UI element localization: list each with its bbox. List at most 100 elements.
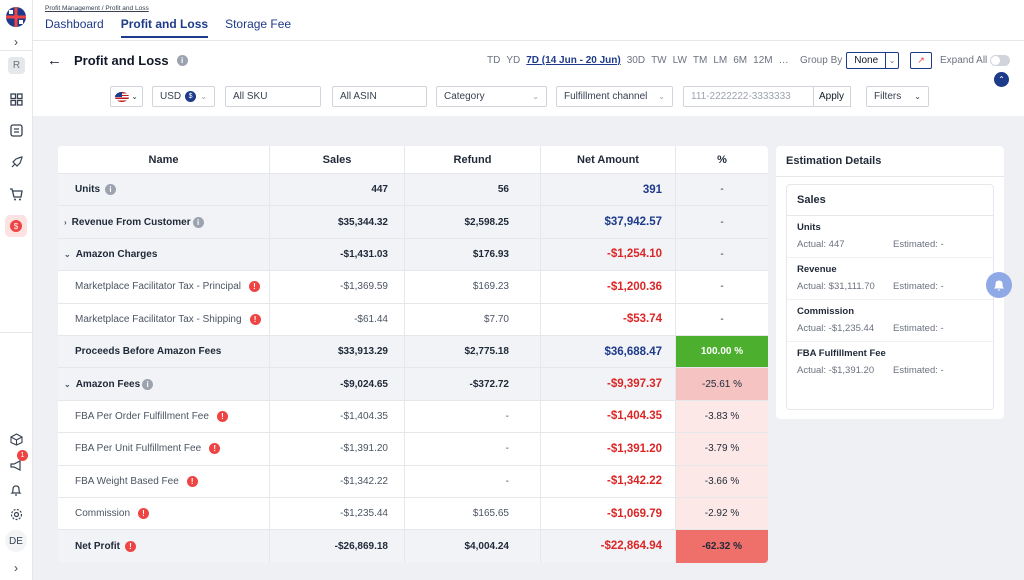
dashboard-grid-icon[interactable] — [6, 89, 26, 109]
net-cell: -$1,254.10 — [541, 238, 676, 271]
category-select[interactable]: Category ⌄ — [436, 86, 547, 107]
range-12m[interactable]: 12M — [753, 55, 773, 66]
bell-icon[interactable] — [6, 480, 26, 500]
table-row[interactable]: ⌄ Amazon Charges -$1,431.03 $176.93 -$1,2… — [58, 238, 768, 272]
expand-bottom-icon[interactable]: › — [14, 561, 18, 575]
user-avatar[interactable]: DE — [5, 530, 27, 552]
tab-storage-fee[interactable]: Storage Fee — [225, 17, 292, 31]
range-lw[interactable]: LW — [672, 55, 687, 66]
range-lm[interactable]: LM — [713, 55, 728, 66]
info-icon[interactable]: ! — [249, 313, 261, 325]
open-external-button[interactable]: ↗ — [910, 52, 932, 69]
info-icon[interactable]: ! — [125, 540, 136, 552]
expand-rail-icon[interactable]: › — [14, 35, 18, 49]
notification-count-badge: 1 — [17, 450, 28, 461]
collapse-up-icon[interactable]: ⌃ — [994, 72, 1009, 87]
row-label: Revenue From Customer — [71, 216, 191, 228]
info-icon[interactable]: ! — [249, 281, 260, 293]
info-icon[interactable]: ! — [138, 508, 150, 520]
sales-cell: 447 — [270, 174, 405, 206]
asin-filter[interactable]: All ASIN — [332, 86, 427, 107]
table-row[interactable]: ⌄ Amazon Fees i -$9,024.65 -$372.72 -$9,39… — [58, 368, 768, 401]
sales-cell: -$1,235.44 — [270, 497, 405, 530]
info-icon[interactable]: i — [192, 216, 204, 228]
collapse-chevron-icon[interactable]: ⌄ — [64, 379, 71, 389]
range-tw[interactable]: TW — [651, 55, 667, 66]
info-icon[interactable]: ! — [186, 475, 198, 487]
refund-cell: - — [405, 465, 541, 497]
currency-select[interactable]: USD $ ⌄ — [152, 86, 215, 107]
sales-cell: -$26,869.18 — [270, 530, 405, 563]
apply-button[interactable]: Apply — [813, 86, 851, 107]
row-label: FBA Per Unit Fulfillment Fee — [75, 443, 202, 455]
expand-all-label: Expand All — [940, 55, 988, 66]
info-icon[interactable]: ! — [216, 410, 228, 422]
net-cell: -$1,200.36 — [541, 271, 676, 303]
pct-cell: 100.00 % — [676, 335, 768, 368]
table-row: Marketplace Facilitator Tax - Shipping! … — [58, 303, 768, 336]
info-icon[interactable]: i — [176, 55, 188, 66]
net-cell: $37,942.57 — [541, 206, 676, 238]
row-label: Units — [75, 184, 100, 196]
range-30d[interactable]: 30D — [626, 55, 646, 66]
range-7d[interactable]: 7D (14 Jun - 20 Jun) — [526, 55, 621, 66]
pct-cell: - — [720, 216, 724, 228]
table-row: Proceeds Before Amazon Fees $33,913.29 $… — [58, 335, 768, 369]
range-more[interactable]: … — [778, 55, 789, 66]
fulfillment-channel-select[interactable]: Fulfillment channel ⌄ — [556, 86, 673, 107]
external-link-icon: ↗ — [917, 55, 925, 65]
calculator-icon[interactable] — [6, 120, 26, 140]
estimation-item: FBA Fulfillment Fee Actual: -$1,391.20 Es… — [787, 342, 993, 383]
group-by-select[interactable]: None ⌄ — [846, 52, 900, 69]
country-select[interactable]: ⌄ — [110, 86, 143, 107]
tab-dashboard[interactable]: Dashboard — [45, 17, 104, 31]
pct-cell: -3.79 % — [676, 433, 768, 465]
estimation-item-label: Units — [797, 222, 821, 233]
expand-all-toggle[interactable] — [990, 55, 1010, 66]
info-icon[interactable]: i — [142, 378, 154, 390]
tab-profit-and-loss[interactable]: Profit and Loss — [120, 17, 209, 38]
sku-filter[interactable]: All SKU — [225, 86, 321, 107]
left-rail: › R $ 1 DE › — [0, 0, 33, 580]
range-td[interactable]: TD — [487, 55, 501, 66]
refund-cell: $176.93 — [405, 238, 541, 271]
range-6m[interactable]: 6M — [733, 55, 748, 66]
estimation-item-label: FBA Fulfillment Fee — [797, 348, 886, 359]
actual-value: Actual: -$1,391.20 — [797, 365, 875, 376]
floating-bell-icon[interactable] — [986, 272, 1012, 298]
megaphone-icon[interactable]: 1 — [6, 450, 28, 475]
estimation-item: Commission Actual: -$1,235.44 Estimated: … — [787, 300, 993, 342]
cart-icon[interactable] — [6, 184, 26, 204]
range-yd[interactable]: YD — [506, 55, 521, 66]
info-icon[interactable]: i — [105, 184, 116, 196]
pct-cell: -62.32 % — [676, 530, 768, 563]
breadcrumb[interactable]: Profit Management / Profit and Loss — [45, 5, 149, 12]
back-arrow-icon[interactable]: ← — [47, 52, 62, 69]
profit-dollar-icon[interactable]: $ — [5, 215, 27, 237]
sales-cell: -$1,391.20 — [270, 433, 405, 465]
settings-gear-icon[interactable] — [6, 504, 26, 524]
row-label: FBA Per Order Fulfillment Fee — [75, 410, 209, 422]
table-row[interactable]: › Revenue From Customer i $35,344.32 $2,59… — [58, 206, 768, 239]
pct-cell: -3.83 % — [676, 400, 768, 433]
pct-cell: - — [720, 313, 724, 325]
top-nav-tabs: Dashboard Profit and Loss Storage Fee — [45, 17, 291, 38]
box-icon[interactable] — [6, 429, 26, 449]
expand-chevron-icon[interactable]: › — [64, 217, 67, 227]
net-cell: -$53.74 — [541, 303, 676, 335]
info-icon[interactable]: ! — [209, 443, 221, 455]
range-tm[interactable]: TM — [692, 55, 708, 66]
collapse-chevron-icon[interactable]: ⌄ — [64, 249, 71, 259]
estimated-value: Estimated: - — [893, 239, 944, 250]
refund-cell: $165.65 — [405, 497, 541, 530]
estimation-title: Estimation Details — [776, 146, 1004, 177]
chevron-down-icon: ⌄ — [914, 92, 921, 101]
rocket-icon[interactable] — [6, 152, 26, 172]
sales-cell: -$61.44 — [270, 303, 405, 335]
col-name: Name — [58, 146, 270, 173]
order-id-input[interactable]: 111-2222222-3333333 — [683, 86, 814, 107]
account-avatar[interactable]: R — [8, 57, 25, 74]
app-logo-icon[interactable] — [5, 6, 27, 28]
filters-button[interactable]: Filters ⌄ — [866, 86, 929, 107]
pct-cell: -2.92 % — [676, 497, 768, 530]
